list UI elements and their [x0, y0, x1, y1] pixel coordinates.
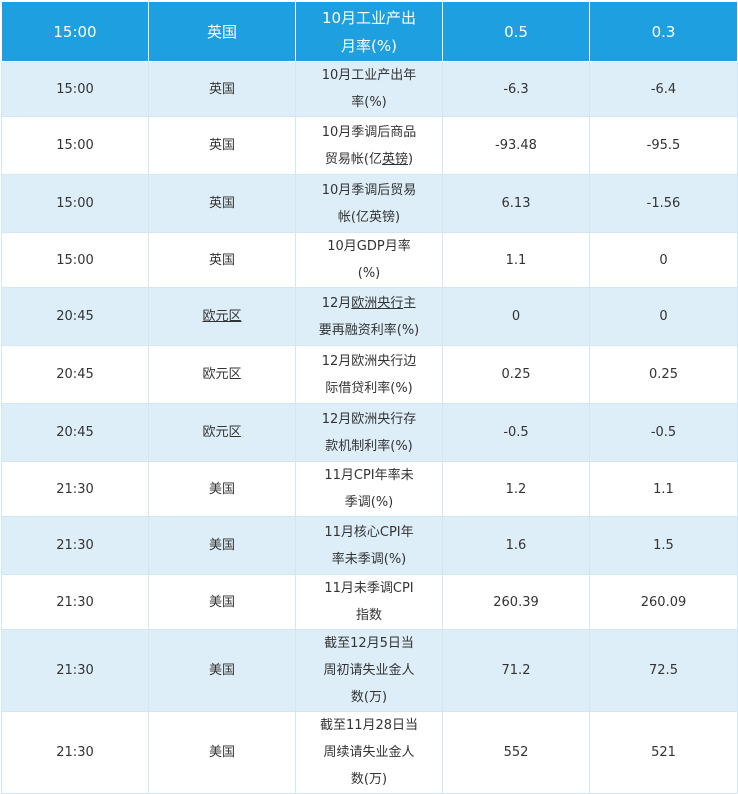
table-row: 21:30 美国 11月CPI年率未季调(%) 1.2 1.1: [1, 461, 738, 517]
cell-previous: 0.25: [442, 345, 590, 404]
cell-event: 截至12月5日当周初请失业金人数(万): [295, 629, 443, 712]
cell-event: 10月GDP月率(%): [295, 232, 443, 288]
cell-event: 12月欧洲央行主要再融资利率(%): [295, 287, 443, 346]
cell-forecast: -1.56: [589, 174, 738, 233]
header-region: 英国: [148, 1, 296, 62]
cell-forecast: -95.5: [589, 116, 738, 175]
cell-forecast: 0.25: [589, 345, 738, 404]
cell-region: 英国: [148, 232, 296, 288]
cell-time: 15:00: [1, 174, 149, 233]
cell-previous: 71.2: [442, 629, 590, 712]
cell-event-link[interactable]: 英镑: [381, 151, 408, 167]
cell-region-link[interactable]: 欧元区: [148, 287, 296, 346]
cell-region: 英国: [148, 174, 296, 233]
table-row: 21:30 美国 截至12月5日当周初请失业金人数(万) 71.2 72.5: [1, 629, 738, 712]
cell-previous: -93.48: [442, 116, 590, 175]
cell-time: 21:30: [1, 629, 149, 712]
cell-region: 美国: [148, 629, 296, 712]
table-row: 21:30 美国 11月未季调CPI指数 260.39 260.09: [1, 574, 738, 630]
table-row: 20:45 欧元区 12月欧洲央行边际借贷利率(%) 0.25 0.25: [1, 345, 738, 404]
cell-time: 20:45: [1, 345, 149, 404]
table-header-row: 15:00 英国 10月工业产出月率(%) 0.5 0.3: [1, 1, 738, 62]
cell-region: 美国: [148, 516, 296, 575]
cell-region: 美国: [148, 574, 296, 630]
cell-event: 12月欧洲央行边际借贷利率(%): [295, 345, 443, 404]
header-forecast: 0.3: [589, 1, 738, 62]
cell-region: 美国: [148, 711, 296, 794]
cell-previous: 1.6: [442, 516, 590, 575]
cell-forecast: 0: [589, 287, 738, 346]
cell-time: 15:00: [1, 116, 149, 175]
table-row: 20:45 欧元区 12月欧洲央行存款机制利率(%) -0.5 -0.5: [1, 403, 738, 462]
cell-previous: 1.1: [442, 232, 590, 288]
cell-previous: 552: [442, 711, 590, 794]
table-row: 15:00 英国 10月工业产出年率(%) -6.3 -6.4: [1, 61, 738, 117]
cell-region: 英国: [148, 116, 296, 175]
cell-forecast: 72.5: [589, 629, 738, 712]
cell-event-text: 主要再融资利率(%): [318, 295, 420, 338]
cell-event-link[interactable]: 欧洲央行: [351, 295, 404, 311]
cell-time: 20:45: [1, 403, 149, 462]
cell-event: 10月季调后商品贸易帐(亿英镑): [295, 116, 443, 175]
table-row: 15:00 英国 10月季调后商品贸易帐(亿英镑) -93.48 -95.5: [1, 116, 738, 175]
cell-previous: -6.3: [442, 61, 590, 117]
cell-event-text: ): [408, 151, 414, 167]
cell-time: 21:30: [1, 516, 149, 575]
table-row: 15:00 英国 10月季调后贸易帐(亿英镑) 6.13 -1.56: [1, 174, 738, 233]
cell-event: 11月CPI年率未季调(%): [295, 461, 443, 517]
cell-previous: 260.39: [442, 574, 590, 630]
header-previous: 0.5: [442, 1, 590, 62]
table-row: 15:00 英国 10月GDP月率(%) 1.1 0: [1, 232, 738, 288]
cell-time: 21:30: [1, 711, 149, 794]
table-row: 20:45 欧元区 12月欧洲央行主要再融资利率(%) 0 0: [1, 287, 738, 346]
cell-forecast: -6.4: [589, 61, 738, 117]
cell-previous: 0: [442, 287, 590, 346]
cell-previous: 1.2: [442, 461, 590, 517]
cell-event: 截至11月28日当周续请失业金人数(万): [295, 711, 443, 794]
table-row: 21:30 美国 截至11月28日当周续请失业金人数(万) 552 521: [1, 711, 738, 794]
cell-previous: 6.13: [442, 174, 590, 233]
cell-region: 英国: [148, 61, 296, 117]
cell-event: 10月工业产出年率(%): [295, 61, 443, 117]
cell-event: 11月未季调CPI指数: [295, 574, 443, 630]
cell-event: 10月季调后贸易帐(亿英镑): [295, 174, 443, 233]
cell-region: 欧元区: [148, 345, 296, 404]
cell-forecast: 1.5: [589, 516, 738, 575]
cell-time: 21:30: [1, 461, 149, 517]
cell-region: 美国: [148, 461, 296, 517]
cell-event-text: 10月季调后商品贸易帐(亿: [321, 124, 417, 167]
table-row: 21:30 美国 11月核心CPI年率未季调(%) 1.6 1.5: [1, 516, 738, 575]
cell-forecast: 521: [589, 711, 738, 794]
cell-region: 欧元区: [148, 403, 296, 462]
cell-forecast: 1.1: [589, 461, 738, 517]
cell-previous: -0.5: [442, 403, 590, 462]
cell-forecast: 0: [589, 232, 738, 288]
cell-time: 21:30: [1, 574, 149, 630]
cell-time: 15:00: [1, 61, 149, 117]
cell-event-text: 12月: [321, 295, 352, 311]
cell-event: 12月欧洲央行存款机制利率(%): [295, 403, 443, 462]
cell-time: 15:00: [1, 232, 149, 288]
cell-forecast: 260.09: [589, 574, 738, 630]
cell-time: 20:45: [1, 287, 149, 346]
cell-forecast: -0.5: [589, 403, 738, 462]
header-time: 15:00: [1, 1, 149, 62]
cell-event: 11月核心CPI年率未季调(%): [295, 516, 443, 575]
header-event: 10月工业产出月率(%): [295, 1, 443, 62]
